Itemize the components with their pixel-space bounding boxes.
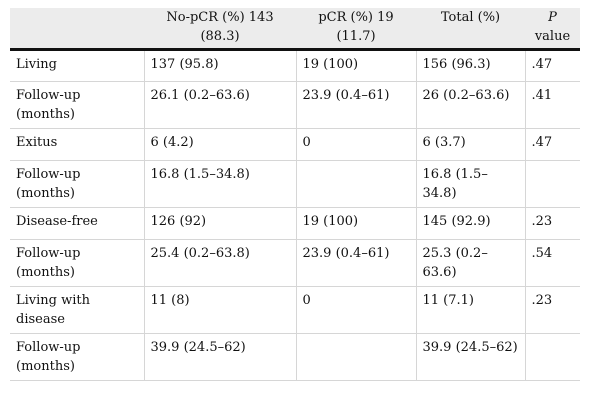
table-row: Disease-free 126 (92) 19 (100) 145 (92.9… xyxy=(10,207,580,240)
cell-p-value: .54 xyxy=(525,239,580,287)
cell-p-value: .23 xyxy=(525,286,580,334)
table-row: Follow-up (months) 16.8 (1.5–34.8) 16.8 … xyxy=(10,160,580,208)
cell-p-value: .41 xyxy=(525,81,580,129)
cell-total: 145 (92.9) xyxy=(416,207,526,240)
table-row: Follow-up (months) 26.1 (0.2–63.6) 23.9 … xyxy=(10,81,580,129)
row-label: Follow-up (months) xyxy=(10,81,145,129)
row-label: Disease-free xyxy=(10,207,145,240)
cell-total: 16.8 (1.5–34.8) xyxy=(416,160,526,208)
cell-pcr: 19 (100) xyxy=(296,49,417,82)
row-label: Follow-up (months) xyxy=(10,160,145,208)
survival-table-container: No-pCR (%) 143 (88.3) pCR (%) 19 (11.7) … xyxy=(10,8,580,381)
cell-pcr: 23.9 (0.4–61) xyxy=(296,81,417,129)
cell-pcr: 0 xyxy=(296,128,417,161)
cell-total: 156 (96.3) xyxy=(416,49,526,82)
cell-p-value xyxy=(525,160,580,208)
header-no-pcr: No-pCR (%) 143 (88.3) xyxy=(144,8,296,51)
cell-no-pcr: 126 (92) xyxy=(144,207,297,240)
table-row: Living 137 (95.8) 19 (100) 156 (96.3) .4… xyxy=(10,49,580,82)
cell-p-value: .47 xyxy=(525,128,580,161)
row-label: Follow-up (months) xyxy=(10,239,145,287)
cell-no-pcr: 26.1 (0.2–63.6) xyxy=(144,81,297,129)
cell-p-value xyxy=(525,333,580,381)
header-empty xyxy=(10,8,144,51)
cell-no-pcr: 25.4 (0.2–63.8) xyxy=(144,239,297,287)
cell-no-pcr: 39.9 (24.5–62) xyxy=(144,333,297,381)
cell-no-pcr: 137 (95.8) xyxy=(144,49,297,82)
cell-pcr xyxy=(296,333,417,381)
cell-p-value: .23 xyxy=(525,207,580,240)
cell-no-pcr: 16.8 (1.5–34.8) xyxy=(144,160,297,208)
survival-outcomes-table: No-pCR (%) 143 (88.3) pCR (%) 19 (11.7) … xyxy=(10,8,580,381)
table-row: Follow-up (months) 25.4 (0.2–63.8) 23.9 … xyxy=(10,239,580,287)
row-label: Follow-up (months) xyxy=(10,333,145,381)
cell-total: 25.3 (0.2–63.6) xyxy=(416,239,526,287)
table-header: No-pCR (%) 143 (88.3) pCR (%) 19 (11.7) … xyxy=(10,8,580,51)
cell-no-pcr: 11 (8) xyxy=(144,286,297,334)
row-label: Living xyxy=(10,49,145,82)
header-row: No-pCR (%) 143 (88.3) pCR (%) 19 (11.7) … xyxy=(10,8,580,51)
cell-total: 26 (0.2–63.6) xyxy=(416,81,526,129)
cell-total: 6 (3.7) xyxy=(416,128,526,161)
row-label: Exitus xyxy=(10,128,145,161)
row-label: Living with disease xyxy=(10,286,145,334)
table-row: Follow-up (months) 39.9 (24.5–62) 39.9 (… xyxy=(10,333,580,381)
table-row: Living with disease 11 (8) 0 11 (7.1) .2… xyxy=(10,286,580,334)
cell-pcr xyxy=(296,160,417,208)
cell-pcr: 19 (100) xyxy=(296,207,417,240)
table-body: Living 137 (95.8) 19 (100) 156 (96.3) .4… xyxy=(10,49,580,381)
header-pcr: pCR (%) 19 (11.7) xyxy=(296,8,416,51)
cell-total: 11 (7.1) xyxy=(416,286,526,334)
cell-total: 39.9 (24.5–62) xyxy=(416,333,526,381)
cell-pcr: 0 xyxy=(296,286,417,334)
cell-pcr: 23.9 (0.4–61) xyxy=(296,239,417,287)
header-p-rest: value xyxy=(534,29,571,44)
table-row: Exitus 6 (4.2) 0 6 (3.7) .47 xyxy=(10,128,580,161)
cell-p-value: .47 xyxy=(525,49,580,82)
header-total: Total (%) xyxy=(416,8,525,51)
cell-no-pcr: 6 (4.2) xyxy=(144,128,297,161)
header-p-italic: P xyxy=(548,10,557,25)
